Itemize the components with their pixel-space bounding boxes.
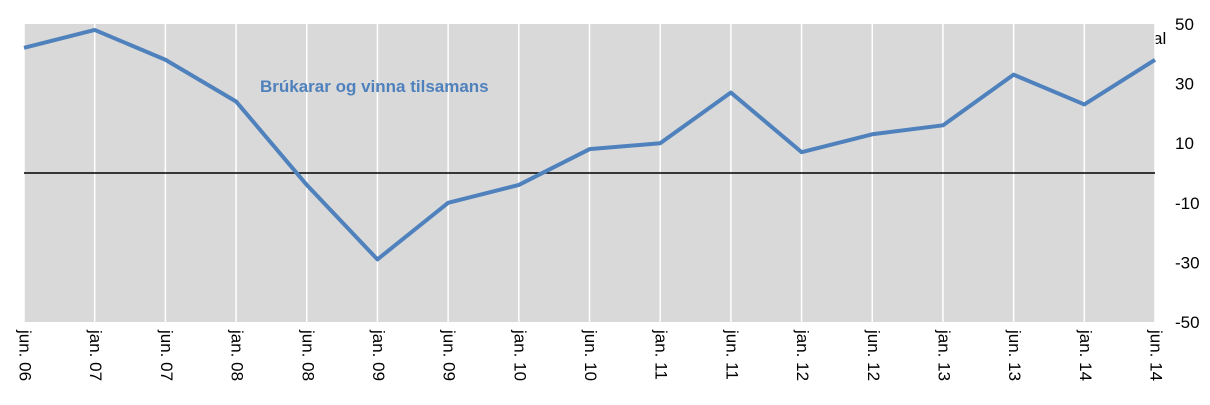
x-tick-label: jan. 08 [228,329,247,381]
x-tick-label: jun. 11 [722,329,741,380]
x-tick-label: jun. 13 [1005,329,1024,381]
y-tick-label: -50 [1175,313,1200,332]
x-tick-label: jun. 14 [1147,329,1166,381]
x-tick-label: jan. 13 [934,329,953,381]
line-series [23,27,1157,262]
x-tick-label: jan. 10 [510,329,529,381]
x-tick-label: jun. 12 [864,329,883,381]
x-tick-label: jan. 11 [652,329,671,380]
x-tick-label: jun. 07 [157,329,176,381]
y-tick-label: 10 [1175,134,1194,153]
y-tick-label: -30 [1175,253,1200,272]
x-tick-label: jan. 09 [369,329,388,381]
x-tick-label: jun. 09 [440,329,459,381]
series-label: Brúkarar og vinna tilsamans [260,77,489,96]
y-tick-label: -10 [1175,194,1200,213]
x-tick-label: jan. 14 [1076,329,1095,381]
y-tick-label: 50 [1175,15,1194,34]
y-tick-label: 30 [1175,75,1194,94]
x-tick-label: jan. 12 [793,329,812,381]
x-tick-label: jun. 10 [581,329,600,381]
x-tick-label: jun. 08 [298,329,317,381]
x-tick-label: jan. 07 [86,329,105,381]
x-tick-label: jun. 06 [16,329,35,381]
